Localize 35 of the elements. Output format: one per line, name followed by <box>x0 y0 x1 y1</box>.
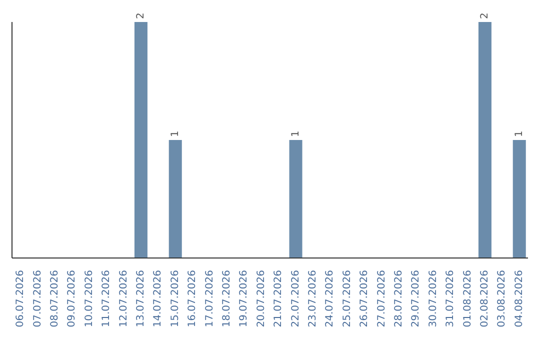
x-tick-label: 13.07.2026 <box>136 270 146 328</box>
x-tick-label: 01.08.2026 <box>462 270 474 328</box>
x-tick-label: 26.07.2026 <box>359 270 370 328</box>
data-label: 2 <box>135 12 146 19</box>
x-tick-label: 24.07.2026 <box>324 270 336 328</box>
x-tick-label: 25.07.2026 <box>342 270 353 328</box>
x-tick-label: 09.07.2026 <box>66 270 78 328</box>
x-tick-label: 04.08.2026 <box>514 270 525 328</box>
x-tick-label: 31.07.2026 <box>445 270 456 328</box>
x-tick-label: 08.07.2026 <box>50 270 60 328</box>
x-tick-label: 10.07.2026 <box>84 270 95 328</box>
x-tick-label: 03.08.2026 <box>496 270 508 328</box>
x-tick-label: 28.07.2026 <box>394 270 404 328</box>
x-tick-label: 16.07.2026 <box>187 270 198 328</box>
data-label: 1 <box>514 130 525 137</box>
x-tick-label: 17.07.2026 <box>204 270 216 328</box>
data-label: 2 <box>479 12 490 19</box>
x-tick-label: 18.07.2026 <box>222 270 232 328</box>
data-label: 1 <box>170 130 181 137</box>
x-tick-label: 11.07.2026 <box>101 270 112 328</box>
x-tick-label: 02.08.2026 <box>480 270 490 328</box>
x-tick-label: 12.07.2026 <box>118 270 130 328</box>
x-tick-label: 27.07.2026 <box>376 270 388 328</box>
x-tick-label: 19.07.2026 <box>238 270 250 328</box>
x-tick-label: 20.07.2026 <box>256 270 267 328</box>
x-tick-label: 30.07.2026 <box>428 270 439 328</box>
x-tick-label: 21.07.2026 <box>273 270 284 328</box>
x-tick-label: 07.07.2026 <box>32 270 44 328</box>
x-tick-label: 23.07.2026 <box>308 270 318 328</box>
x-tick-label: 14.07.2026 <box>152 270 164 328</box>
x-tick-label: 06.07.2026 <box>15 270 26 328</box>
x-tick-label: 15.07.2026 <box>170 270 181 328</box>
data-label: 1 <box>290 130 302 137</box>
x-tick-label: 29.07.2026 <box>410 270 422 328</box>
x-tick-label: 22.07.2026 <box>290 270 302 328</box>
